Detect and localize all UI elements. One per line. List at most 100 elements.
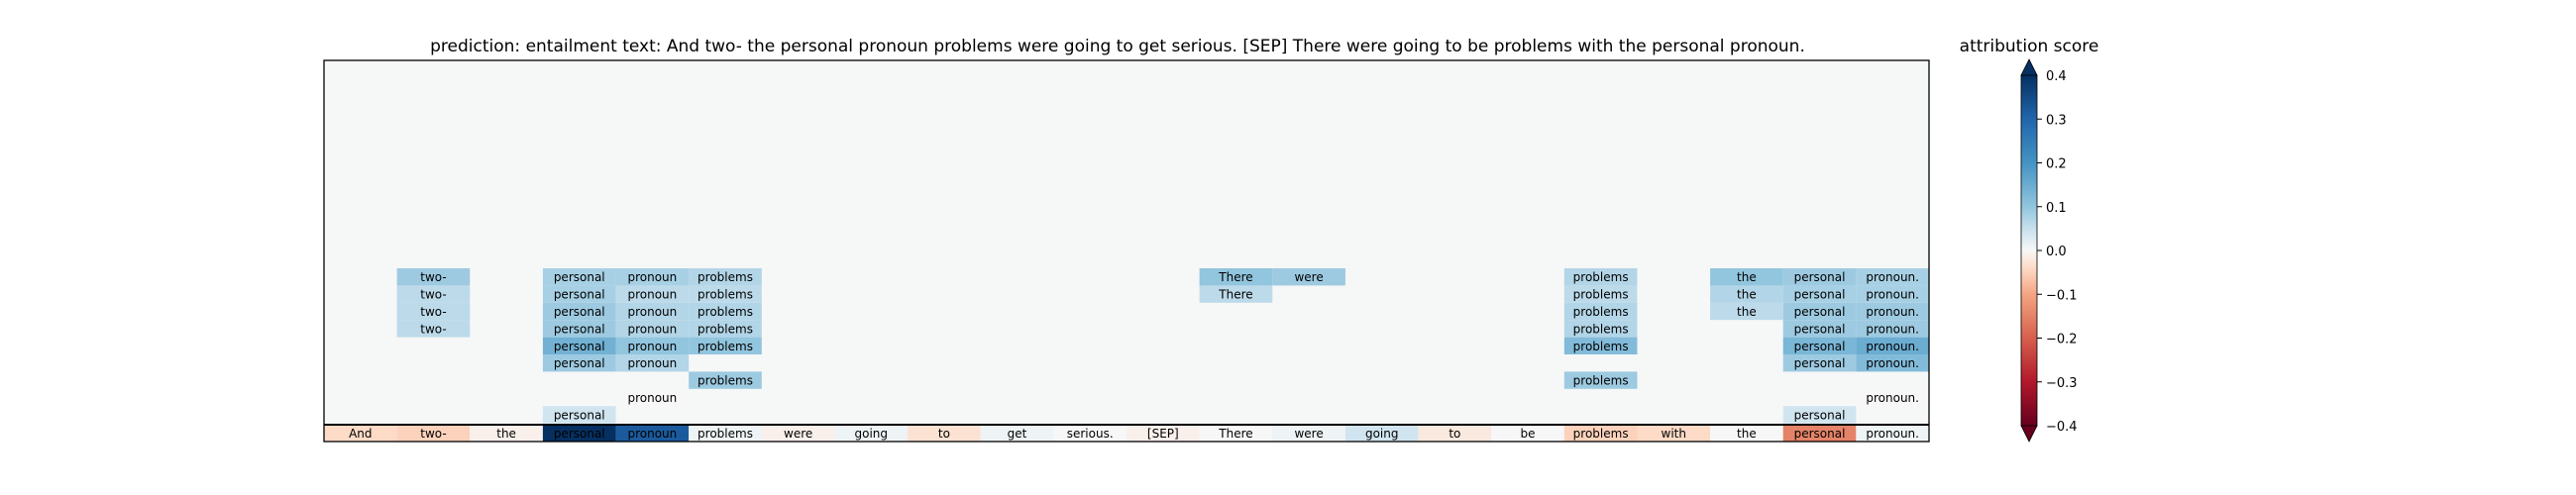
history-cell-label: problems [1573,322,1629,336]
attribution-history-rows: personal personal pronoun pronoun. problems p… [396,268,1929,424]
history-cell-label: There [1218,270,1252,284]
history-cell [1563,337,1638,354]
history-cell [689,302,762,321]
token-cell [1053,424,1127,442]
history-cell-label: two- [420,270,446,284]
history-cell-label: There [1218,288,1252,302]
history-cell [1856,320,1929,338]
colorbar-extend-max [2020,58,2038,76]
token-label: [SEP] [1147,427,1179,441]
token-label: problems [1573,427,1629,441]
history-cell-label: the [1737,270,1757,284]
history-cell [615,320,690,338]
history-cell [542,268,616,286]
token-cell [908,424,981,442]
history-cell [1563,268,1638,286]
history-cell [689,268,762,286]
history-cell-label: pronoun [627,288,677,302]
history-cell-label: personal [554,305,605,319]
history-cell-label: personal [1794,408,1846,422]
history-cell [1710,285,1783,303]
history-cell-label: pronoun [627,391,677,405]
token-cell [689,424,762,442]
history-cell-label: personal [1794,270,1846,284]
token-label: were [784,427,812,441]
colorbar-tick-label: 0.0 [2046,245,2067,259]
history-cell-label: personal [1794,340,1846,353]
history-cell [1563,320,1638,338]
token-cell [1782,424,1857,442]
history-cell-label: pronoun. [1866,270,1919,284]
history-cell [689,371,762,389]
history-cell [1856,354,1929,372]
history-cell [615,388,690,407]
token-cell [1710,424,1783,442]
history-cell-label: personal [1794,356,1846,370]
token-attribution-row: And two-the personal pronoun problems were goi… [324,424,1929,442]
token-label: the [496,427,516,441]
history-cell-label: problems [1573,288,1629,302]
history-cell-label: two- [420,288,446,302]
history-cell [689,337,762,354]
history-cell [1856,285,1929,303]
history-cell-label: pronoun. [1866,391,1919,405]
token-label: problems [698,427,753,441]
token-label: pronoun [627,427,677,441]
colorbar-extend-min [2020,425,2038,443]
token-cell [542,424,616,442]
history-cell [542,354,616,372]
history-cell [615,285,690,303]
chart-title: prediction: entailment text: And two- th… [430,37,1805,56]
token-cell [1199,424,1273,442]
history-cell-label: problems [698,270,753,284]
token-label: going [855,427,889,441]
history-cell-label: problems [698,374,753,388]
history-cell [396,320,471,338]
history-cell [1710,302,1783,321]
history-cell [615,354,690,372]
token-label: personal [554,427,605,441]
token-label: were [1294,427,1323,441]
history-cell-label: personal [554,356,605,370]
colorbar-edge-label: −0.4 [2046,420,2078,435]
colorbar-tick-label: 0.2 [2046,157,2067,172]
history-cell [615,337,690,354]
token-cell [324,424,397,442]
history-cell-label: pronoun [627,356,677,370]
history-cell-label: pronoun [627,340,677,353]
colorbar-tick-label: 0.1 [2046,201,2067,216]
history-cell-label: pronoun [627,305,677,319]
history-cell [1782,302,1857,321]
colorbar-tick-label: 0.3 [2046,113,2067,128]
history-cell-label: pronoun. [1866,356,1919,370]
history-cell-label: personal [554,322,605,336]
history-cell-label: pronoun. [1866,288,1919,302]
token-cell [1856,424,1929,442]
history-cell-label: pronoun. [1866,322,1919,336]
token-label: two- [420,427,446,441]
history-cell [1563,285,1638,303]
token-cell [1344,424,1419,442]
history-cell [1782,320,1857,338]
token-label: to [1449,427,1460,441]
history-cell-label: personal [554,408,605,422]
history-cell [542,320,616,338]
colorbar-tick-label: −0.2 [2046,333,2078,347]
token-label: pronoun. [1866,427,1919,441]
token-label: get [1008,427,1027,441]
history-cell-label: were [1294,270,1323,284]
history-cell [542,337,616,354]
token-cell [1272,424,1345,442]
history-cell-label: two- [420,322,446,336]
token-cell [1491,424,1564,442]
history-cell-label: personal [1794,305,1846,319]
history-cell [1856,337,1929,354]
token-label: be [1521,427,1536,441]
history-cell [1856,302,1929,321]
token-cell [834,424,909,442]
history-cell [1856,268,1929,286]
history-cell [615,268,690,286]
history-cell-label: problems [698,288,753,302]
token-cell [980,424,1054,442]
